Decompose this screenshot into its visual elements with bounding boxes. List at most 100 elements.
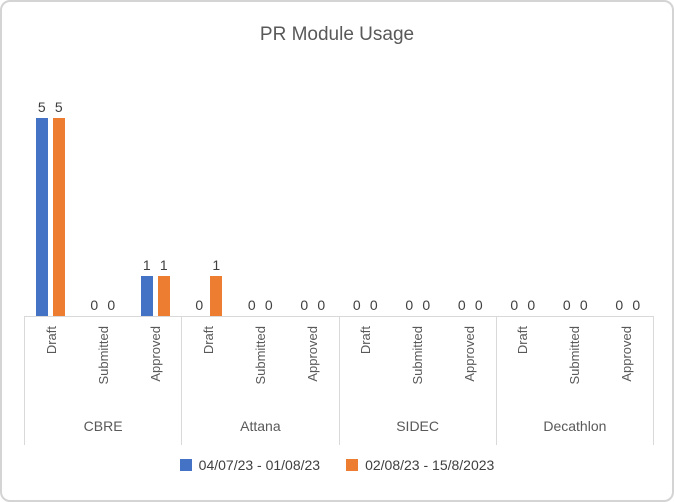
legend-swatch — [179, 459, 192, 471]
bar-value-label: 0 — [247, 297, 256, 313]
chart-title: PR Module Usage — [259, 24, 415, 45]
bar-value-label: 0 — [90, 297, 99, 313]
axis-subcategory-cell: Approved — [286, 317, 338, 409]
legend-swatch — [346, 459, 359, 471]
bar-column: 1 — [210, 257, 223, 316]
bar-value-label: 0 — [264, 297, 273, 313]
bar-value-label: 0 — [457, 297, 466, 313]
axis-group: Draft Submitted Approved Attana — [181, 317, 338, 445]
axis-subcategory-cell: Draft — [25, 317, 77, 409]
axis-subcategory-label: Submitted — [252, 326, 268, 385]
axis-subcategory-label: Approved — [619, 326, 635, 382]
bar-column: 0 — [193, 297, 206, 316]
bar-column: 1 — [140, 257, 153, 316]
axis-group-label: SIDEC — [396, 418, 440, 434]
bar-column: 0 — [508, 297, 521, 316]
subcategory-row: Draft Submitted Approved — [497, 317, 653, 409]
bar-column: 5 — [35, 99, 48, 316]
bar-value-label: 0 — [405, 297, 414, 313]
axis-subcategory-label: Submitted — [567, 326, 583, 385]
axis-subcategory-label: Submitted — [410, 326, 426, 385]
bar-column: 0 — [105, 297, 118, 316]
bar-value-label: 0 — [369, 297, 378, 313]
axis-subcategory-cell: Submitted — [392, 317, 444, 409]
bar-series-1 — [140, 276, 153, 316]
bar-column: 0 — [525, 297, 538, 316]
subcategory-row: Draft Submitted Approved — [25, 317, 181, 409]
bar-column: 0 — [350, 297, 363, 316]
axis-subcategory-cell: Submitted — [77, 317, 129, 409]
bar-value-label: 1 — [159, 257, 168, 274]
bar-value-label: 1 — [142, 257, 151, 274]
axis-subcategory-cell: Draft — [497, 317, 549, 409]
axis-subcategory-cell: Submitted — [234, 317, 286, 409]
legend-item: 04/07/23 - 01/08/23 — [179, 457, 321, 473]
axis-subcategory-label: Approved — [304, 326, 320, 382]
axis-subcategory-cell: Approved — [601, 317, 653, 409]
bar-column: 0 — [420, 297, 433, 316]
subcategory-row: Draft Submitted Approved — [182, 317, 338, 409]
bar-series-2 — [210, 276, 223, 316]
bar-value-label: 0 — [300, 297, 309, 313]
bar-value-label: 5 — [54, 99, 63, 115]
bar-series-2 — [52, 118, 65, 316]
bar-value-label: 0 — [352, 297, 361, 313]
bar-column: 0 — [298, 297, 311, 316]
bar-column: 0 — [403, 297, 416, 316]
bar-column: 5 — [52, 99, 65, 316]
axis-group-label: CBRE — [83, 418, 123, 434]
axis-group-label: Attana — [240, 418, 281, 434]
axis-group: Draft Submitted Approved SIDEC — [338, 317, 496, 445]
bar-series-1 — [35, 118, 48, 316]
axis-subcategory-label: Submitted — [95, 326, 111, 385]
legend-label: 02/08/23 - 15/8/2023 — [365, 457, 495, 473]
axis-subcategory-cell: Draft — [340, 317, 392, 409]
bar-column: 0 — [472, 297, 485, 316]
category-axis: Draft Submitted Approved CBRE Draft Submitted… — [24, 316, 654, 445]
subcategory-row: Draft Submitted Approved — [340, 317, 496, 409]
bar-value-label: 1 — [212, 257, 221, 274]
axis-subcategory-label: Draft — [43, 326, 59, 355]
bar-column: 0 — [88, 297, 101, 316]
bar-value-label: 0 — [632, 297, 641, 313]
axis-subcategory-cell: Approved — [444, 317, 496, 409]
bar-column: 0 — [245, 297, 258, 316]
axis-group: Draft Submitted Approved CBRE — [24, 317, 181, 445]
bar-column: 0 — [613, 297, 626, 316]
axis-subcategory-label: Approved — [462, 326, 478, 382]
axis-subcategory-cell: Submitted — [549, 317, 601, 409]
bar-column: 0 — [455, 297, 468, 316]
axis-subcategory-label: Approved — [147, 326, 163, 382]
bar-value-label: 0 — [615, 297, 624, 313]
axis-subcategory-cell: Approved — [129, 317, 181, 409]
bar-value-label: 0 — [579, 297, 588, 313]
bar-column: 0 — [367, 297, 380, 316]
axis-group: Draft Submitted Approved Decathlon — [495, 317, 654, 445]
legend-item: 02/08/23 - 15/8/2023 — [346, 457, 494, 473]
axis-subcategory-label: Draft — [200, 326, 216, 355]
legend-label: 04/07/23 - 01/08/23 — [198, 457, 321, 473]
legend: 04/07/23 - 01/08/23 02/08/23 - 15/8/2023 — [2, 457, 672, 473]
axis-subcategory-label: Draft — [515, 326, 531, 355]
bar-value-label: 0 — [422, 297, 431, 313]
bar-series-2 — [157, 276, 170, 316]
bar-value-label: 0 — [195, 297, 204, 313]
bar-value-label: 0 — [317, 297, 326, 313]
bar-value-label: 0 — [527, 297, 536, 313]
bar-column: 0 — [577, 297, 590, 316]
bar-column: 0 — [560, 297, 573, 316]
bar-value-label: 0 — [510, 297, 519, 313]
axis-subcategory-cell: Draft — [182, 317, 234, 409]
